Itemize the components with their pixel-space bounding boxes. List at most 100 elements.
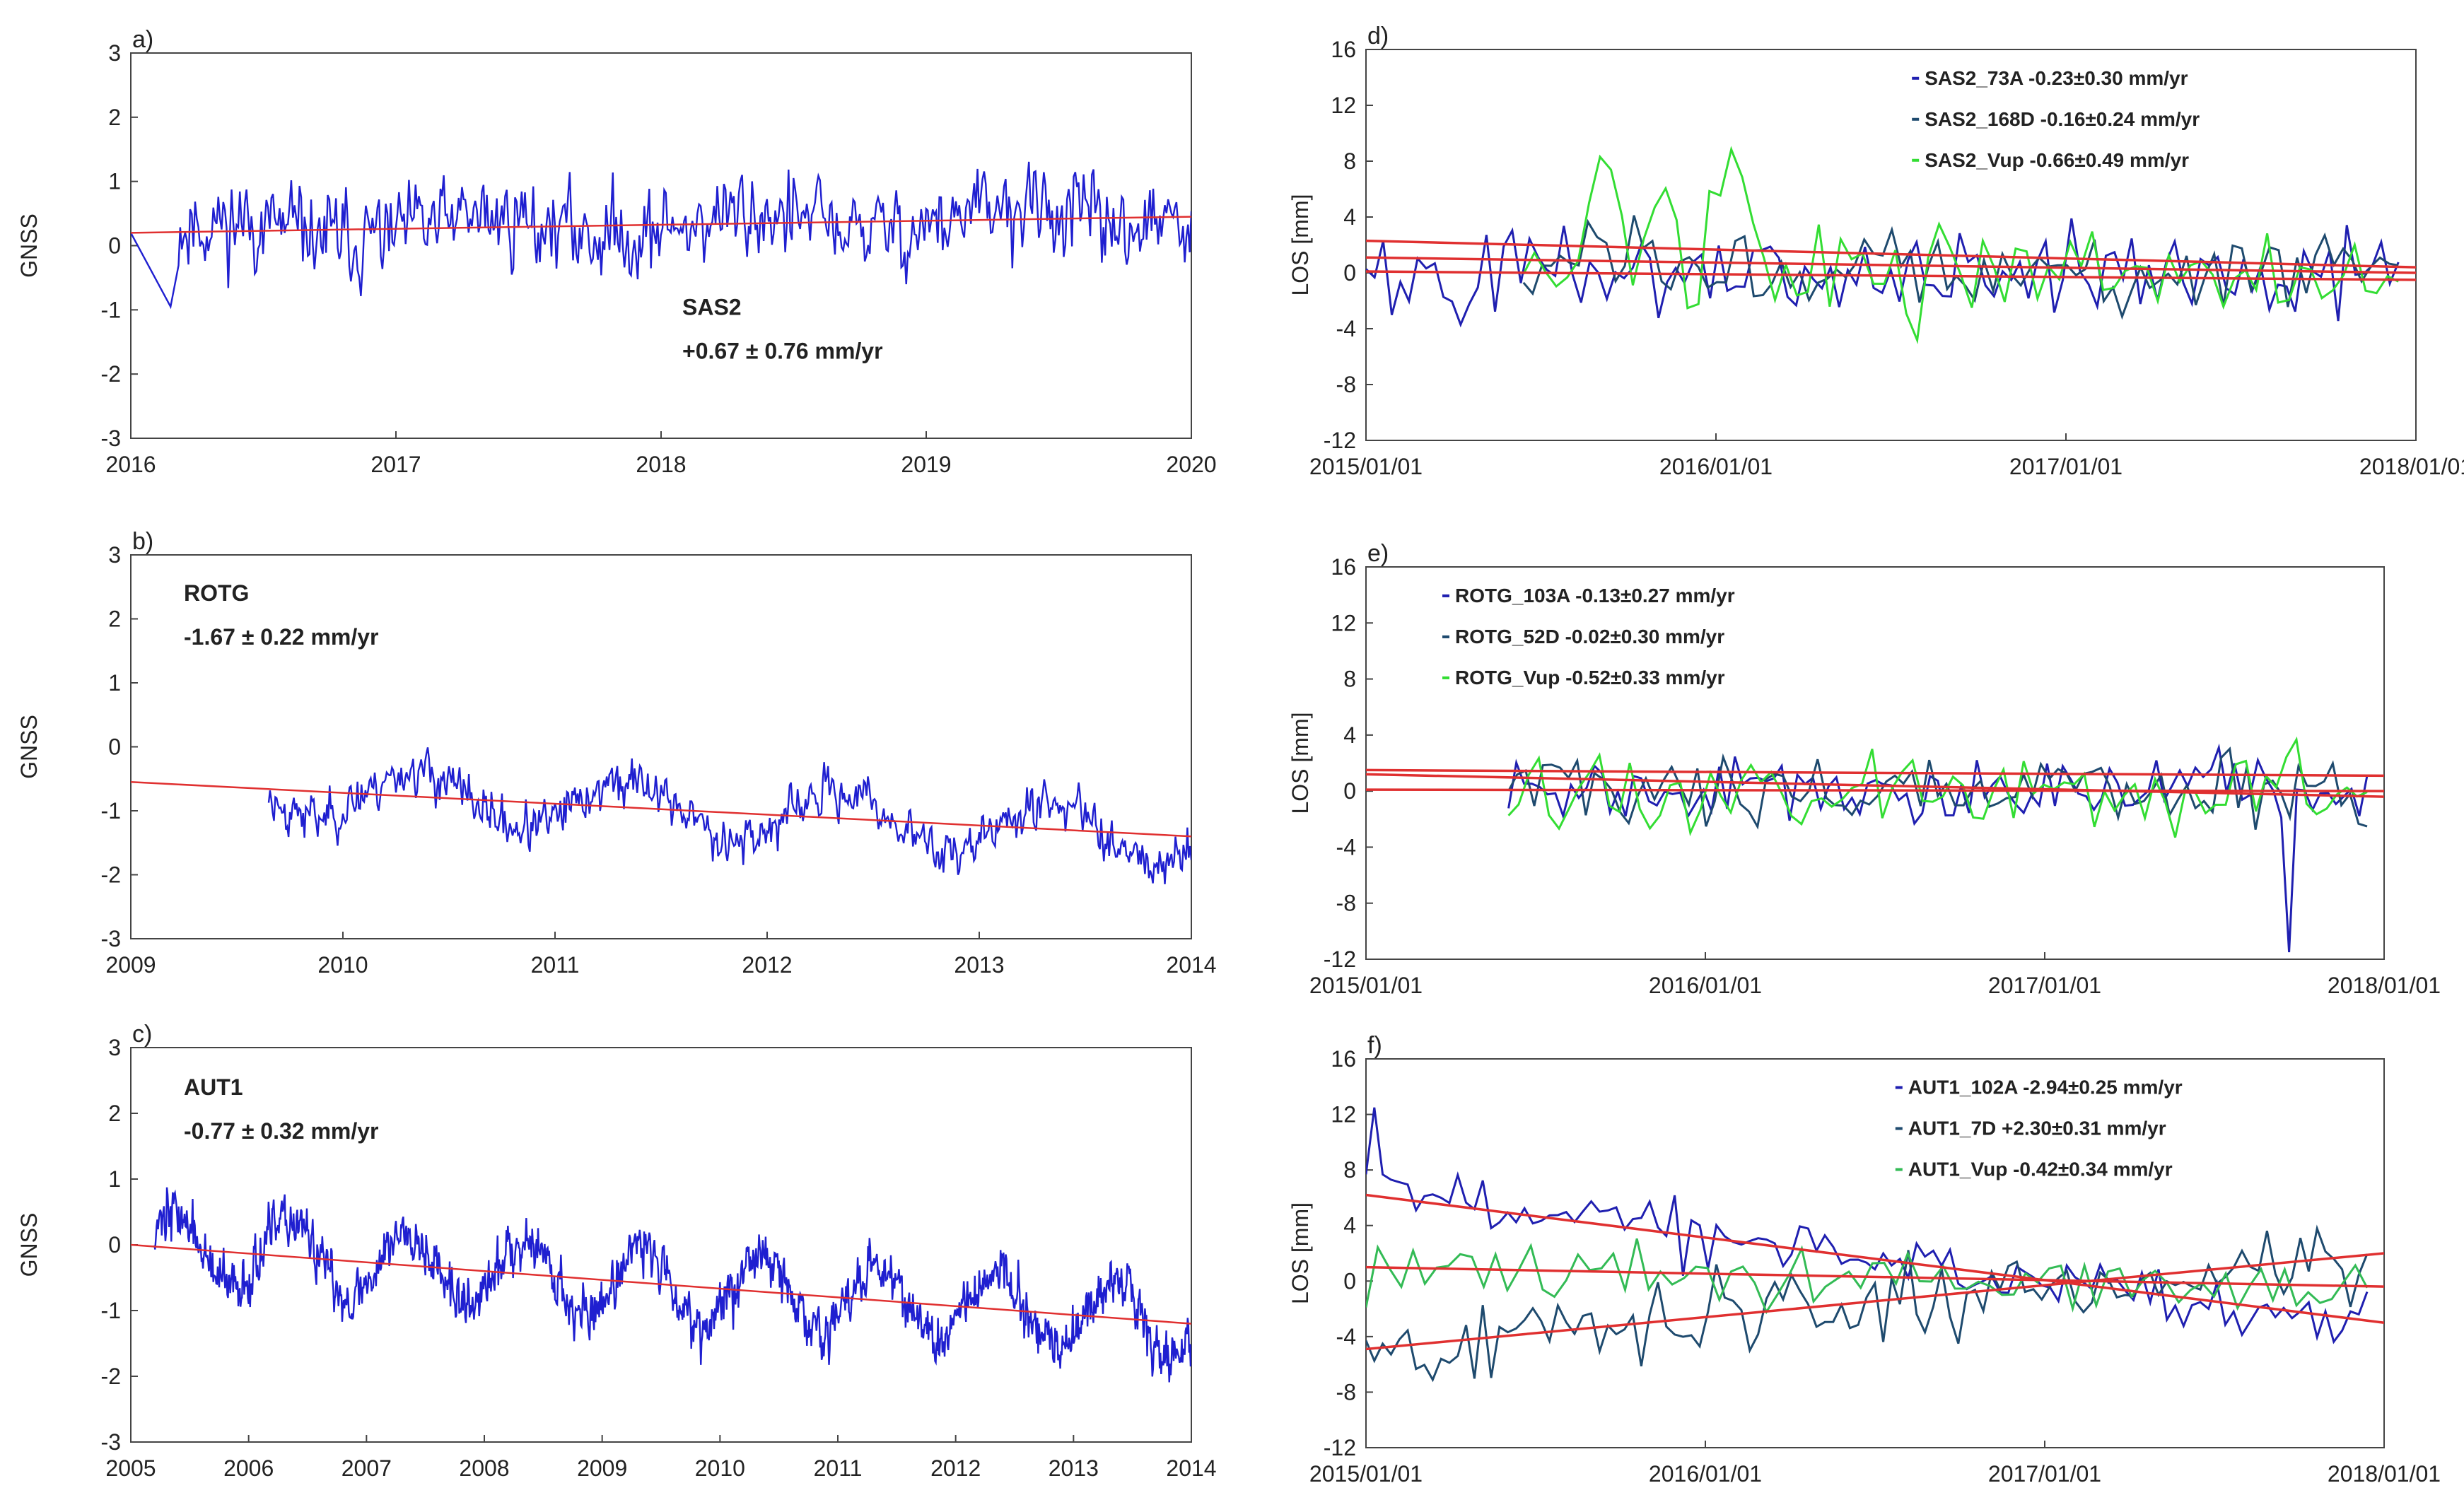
x-tick-label: 2011 [814, 1455, 863, 1481]
los-series-line [1507, 746, 2368, 830]
y-tick-label: 12 [1331, 610, 1356, 635]
x-tick-label: 2015/01/01 [1309, 454, 1423, 479]
panel-label: f) [1367, 1032, 1382, 1059]
x-tick-label: 2019 [901, 452, 951, 477]
plot-frame [130, 554, 1192, 939]
x-tick-label: 2018/01/01 [2328, 973, 2441, 998]
plot-frame [130, 1047, 1192, 1443]
y-tick-label: 0 [1343, 778, 1356, 804]
y-tick-label: 1 [108, 670, 121, 696]
los-series-line [1522, 146, 2399, 344]
trend-line [131, 1243, 1191, 1325]
station-rate: +0.67 ± 0.76 mm/yr [682, 339, 883, 364]
y-tick-label: 12 [1331, 1102, 1356, 1127]
legend-entry: SAS2_73A -0.23±0.30 mm/yr [1925, 67, 2188, 89]
trend-line [1366, 773, 2384, 798]
y-tick-label: -2 [101, 862, 121, 888]
x-tick-label: 2013 [1049, 1455, 1099, 1481]
y-tick-label: -3 [101, 926, 121, 951]
y-tick-label: 8 [1343, 667, 1356, 692]
x-tick-label: 2011 [531, 952, 580, 978]
x-tick-label: 2010 [695, 1455, 745, 1481]
y-tick-label: 3 [108, 1035, 121, 1060]
trend-line [131, 781, 1191, 838]
los-series-line [1366, 1107, 2369, 1344]
panel-label: b) [132, 528, 153, 555]
y-axis-label: GNSS [16, 213, 42, 278]
y-tick-label: -1 [101, 297, 121, 322]
legend-entry: ROTG_103A -0.13±0.27 mm/yr [1455, 585, 1735, 606]
trend-line [131, 216, 1191, 234]
legend-entry: AUT1_102A -2.94±0.25 mm/yr [1908, 1077, 2183, 1098]
x-tick-label: 2018/01/01 [2359, 454, 2464, 479]
y-tick-label: -2 [101, 1364, 121, 1389]
y-tick-label: 2 [108, 105, 121, 130]
plot-area [131, 161, 1191, 310]
y-tick-label: -2 [101, 361, 121, 387]
plot-area [1366, 1107, 2384, 1383]
y-tick-label: -4 [1336, 834, 1356, 860]
y-axis-label: LOS [mm] [1288, 194, 1313, 295]
y-tick-label: -12 [1324, 428, 1356, 453]
y-tick-label: -1 [101, 1298, 121, 1323]
los-series-line [1366, 1224, 2369, 1383]
y-tick-label: 16 [1331, 554, 1356, 580]
trend-line [1366, 1265, 2384, 1288]
plot-area [1366, 736, 2384, 953]
y-tick-label: -4 [1336, 316, 1356, 341]
trend-line [1366, 768, 2384, 778]
x-tick-label: 2008 [459, 1455, 509, 1481]
los-series-line [1507, 736, 2368, 838]
x-tick-label: 2018/01/01 [2328, 1461, 2441, 1487]
x-tick-label: 2015/01/01 [1309, 973, 1423, 998]
y-tick-label: 2 [108, 606, 121, 632]
y-tick-label: -8 [1336, 1379, 1356, 1405]
panel-label: d) [1367, 23, 1389, 49]
los-series-line [1522, 215, 2399, 320]
legend-entry: ROTG_52D -0.02±0.30 mm/yr [1455, 626, 1724, 647]
y-tick-label: -12 [1324, 1435, 1356, 1460]
trend-line [1366, 788, 2384, 792]
x-tick-label: 2017/01/01 [1988, 973, 2101, 998]
y-tick-label: 3 [108, 40, 121, 66]
gnss-series-line [153, 1187, 1191, 1383]
x-tick-label: 2014 [1166, 952, 1216, 978]
plot-frame [1365, 1058, 2385, 1448]
y-tick-label: 0 [1343, 1268, 1356, 1294]
x-tick-label: 2020 [1166, 452, 1216, 477]
station-name: AUT1 [184, 1074, 243, 1100]
station-name: SAS2 [682, 295, 742, 320]
legend-entry: SAS2_Vup -0.66±0.49 mm/yr [1925, 149, 2189, 171]
x-tick-label: 2012 [930, 1455, 981, 1481]
station-rate: -0.77 ± 0.32 mm/yr [184, 1118, 379, 1144]
trend-line [1366, 1193, 2384, 1324]
legend-entry: SAS2_168D -0.16±0.24 mm/yr [1925, 108, 2200, 130]
y-axis-label: GNSS [16, 1213, 42, 1277]
gnss-series-line [131, 161, 1191, 310]
plot-area [1366, 146, 2416, 344]
station-name: ROTG [184, 580, 249, 606]
y-tick-label: 4 [1343, 204, 1356, 230]
legend-entry: AUT1_7D +2.30±0.31 mm/yr [1908, 1118, 2166, 1139]
y-tick-label: 8 [1343, 148, 1356, 174]
plot-area [131, 1187, 1191, 1383]
y-tick-label: 2 [108, 1101, 121, 1126]
y-tick-label: 16 [1331, 37, 1356, 62]
y-tick-label: 16 [1331, 1046, 1356, 1072]
x-tick-label: 2006 [223, 1455, 274, 1481]
station-rate: -1.67 ± 0.22 mm/yr [184, 624, 379, 650]
x-tick-label: 2016/01/01 [1649, 1461, 1762, 1487]
panel-label: e) [1367, 540, 1389, 567]
y-tick-label: 4 [1343, 722, 1356, 748]
y-tick-label: 3 [108, 542, 121, 568]
x-tick-label: 2010 [317, 952, 368, 978]
x-tick-label: 2007 [341, 1455, 392, 1481]
plot-frame [130, 52, 1192, 439]
trend-line [1366, 270, 2416, 281]
